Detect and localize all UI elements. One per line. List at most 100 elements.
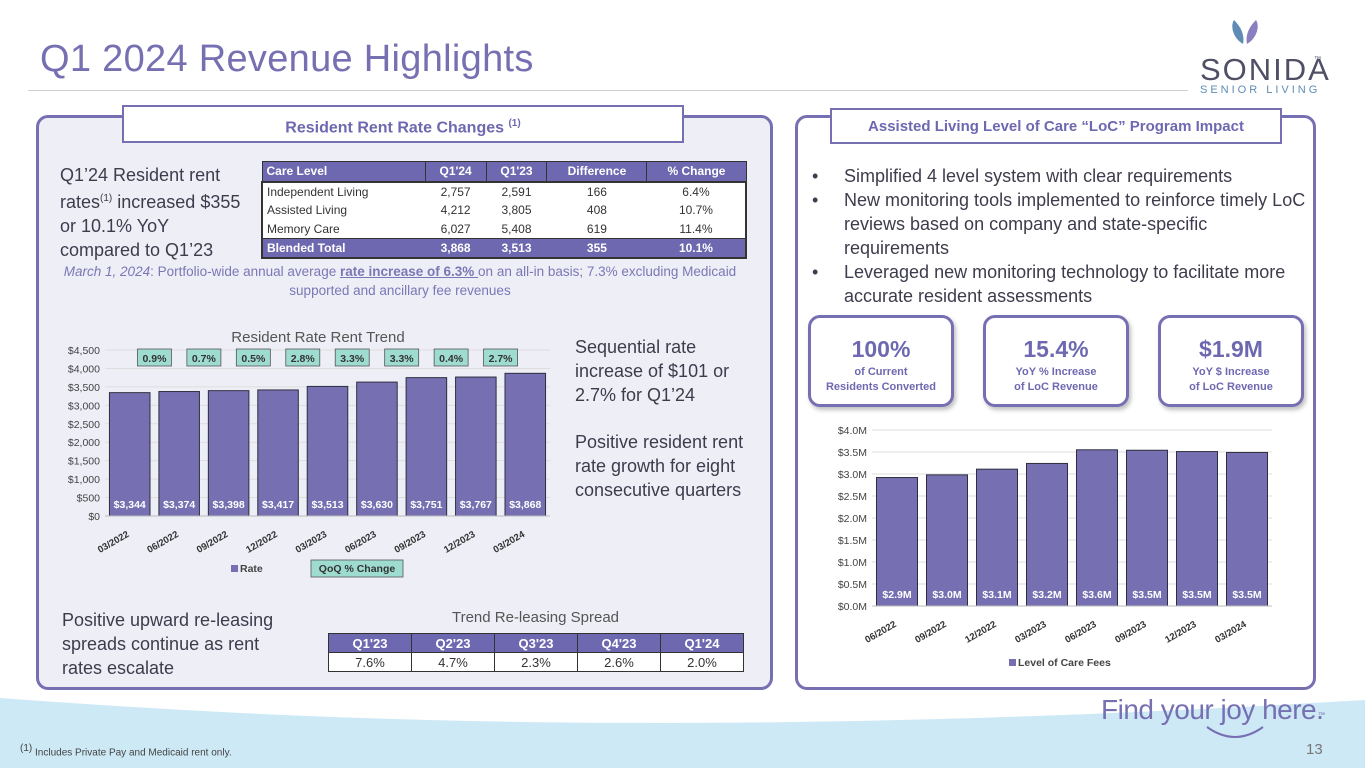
table-cell: 6,027 — [425, 219, 487, 239]
x-tick-label: 06/2022 — [145, 529, 180, 556]
bar-value-label: $2.9M — [882, 589, 911, 601]
qoq-label: 0.9% — [142, 353, 167, 365]
bar — [976, 468, 1018, 607]
qoq-label: 0.7% — [192, 353, 217, 365]
kpi-label: YoY % Increase — [1015, 366, 1097, 378]
bar — [926, 474, 968, 607]
legend-label: Rate — [240, 563, 263, 575]
sonida-logo — [1232, 20, 1258, 44]
table-cell: 7.6% — [328, 652, 412, 672]
footnote-text: Includes Private Pay and Medicaid rent o… — [32, 747, 232, 759]
qoq-label: 3.3% — [340, 353, 365, 365]
rent-summary-a: Q1’24 Resident rent rates — [60, 165, 221, 212]
rent-rate-table: Care Level Q1'24 Q1'23 Difference % Chan… — [261, 161, 747, 259]
y-tick-label: $0 — [88, 511, 100, 523]
legend-label: QoQ % Change — [319, 563, 396, 575]
table-cell: 3,868 — [425, 238, 487, 258]
table-cell: 2,591 — [486, 181, 547, 201]
kpi-label: of LoC Revenue — [1014, 381, 1098, 393]
logo-subtitle: SENIOR LIVING — [1200, 84, 1321, 96]
bar — [306, 385, 349, 517]
x-tick-label: 03/2023 — [1013, 619, 1048, 646]
table-cell: 3,805 — [486, 200, 547, 220]
qoq-label: 3.3% — [390, 353, 415, 365]
kpi-value: 100% — [851, 336, 911, 362]
table-row: Independent Living 2,757 2,591 166 6.4% — [262, 181, 746, 201]
bar — [1076, 449, 1118, 607]
bar-value-label: $3,374 — [163, 499, 195, 511]
x-tick-label: 03/2023 — [294, 529, 329, 556]
y-tick-label: $500 — [77, 493, 101, 505]
rent-summary-b: increased $355 or 10.1% YoY compared to … — [60, 192, 241, 260]
table-header: Q1'24 — [660, 633, 744, 653]
qoq-box — [137, 348, 172, 367]
table-cell: 5,408 — [486, 219, 547, 239]
table-cell: 408 — [546, 200, 647, 220]
page-title: Q1 2024 Revenue Highlights — [40, 38, 534, 80]
legend-swatch — [231, 565, 238, 572]
bar-value-label: $3.1M — [982, 589, 1011, 601]
kpi-label: of LoC Revenue — [1189, 381, 1273, 393]
table-row: 7.6% 4.7% 2.3% 2.6% 2.0% — [328, 652, 744, 672]
qoq-label: 0.5% — [241, 353, 266, 365]
march-note-date: March 1, 2024 — [63, 264, 151, 279]
table-cell: 355 — [546, 238, 647, 258]
x-tick-label: 03/2024 — [1213, 619, 1249, 646]
table-cell: 619 — [546, 219, 647, 239]
releasing-caption: Trend Re-leasing Spread — [451, 609, 620, 626]
kpi-yoy-dollar: $1.9M YoY $ Increase of LoC Revenue — [1158, 315, 1304, 407]
table-header: Care Level — [261, 161, 426, 182]
bar-value-label: $3.2M — [1032, 589, 1061, 601]
march-note-underlined: rate increase of 6.3% — [339, 264, 479, 279]
qoq-box — [384, 348, 420, 367]
bar — [1126, 449, 1168, 607]
x-tick-label: 06/2023 — [343, 529, 378, 556]
table-header: Q1'23 — [485, 161, 548, 182]
bar — [1176, 451, 1218, 607]
footnote-sup: (1) — [20, 743, 33, 754]
qoq-box — [186, 348, 222, 367]
bar — [108, 392, 151, 517]
list-item: Simplified 4 level system with clear req… — [812, 164, 1307, 188]
bar — [257, 389, 299, 517]
x-tick-label: 09/2022 — [913, 619, 948, 646]
list-item: New monitoring tools implemented to rein… — [812, 188, 1307, 260]
y-tick-label: $0.5M — [838, 579, 867, 591]
y-tick-label: $1,000 — [68, 474, 100, 486]
table-cell: 2.6% — [577, 652, 661, 672]
x-tick-label: 12/2022 — [963, 619, 998, 646]
qoq-box — [483, 348, 518, 367]
tagline-smile-icon — [1206, 726, 1264, 738]
table-header: Q2'23 — [411, 633, 495, 653]
logo-leaf-left-icon — [1232, 20, 1244, 44]
logo-tm: ™ — [1314, 56, 1321, 63]
kpi-label: of Current — [854, 366, 908, 378]
table-cell: Blended Total — [262, 238, 426, 258]
footnote: (1) Includes Private Pay and Medicaid re… — [20, 743, 232, 758]
y-tick-label: $3,500 — [68, 382, 100, 394]
kpi-value: $1.9M — [1199, 336, 1263, 362]
x-tick-label: 12/2023 — [442, 529, 477, 556]
qoq-box — [334, 348, 370, 367]
y-tick-label: $4,500 — [68, 345, 100, 357]
qoq-box — [235, 348, 271, 367]
table-cell: 2.0% — [660, 652, 744, 672]
march-note-a: : Portfolio-wide annual average — [150, 264, 340, 279]
y-tick-label: $1.0M — [838, 557, 867, 569]
rent-rate-panel-title: Resident Rent Rate Changes (1) — [122, 105, 684, 143]
y-tick-label: $0.0M — [838, 601, 867, 613]
x-tick-label: 09/2023 — [1113, 619, 1148, 646]
qoq-box — [433, 348, 469, 367]
rent-summary-sup: (1) — [100, 193, 113, 204]
y-tick-label: $3.0M — [838, 469, 867, 481]
bar-value-label: $3.5M — [1182, 589, 1211, 601]
table-cell: 3,513 — [486, 238, 547, 258]
bar — [158, 391, 200, 517]
table-header: Q3'23 — [494, 633, 578, 653]
tagline: Find your joy here. — [1101, 694, 1324, 725]
sequential-rate-text: Sequential rate increase of $101 or 2.7%… — [575, 337, 730, 405]
qoq-label: 2.8% — [291, 353, 316, 365]
title-divider — [28, 90, 1188, 91]
table-header-row: Care Level Q1'24 Q1'23 Difference % Chan… — [261, 161, 747, 182]
table-header: Q4'23 — [577, 633, 661, 653]
